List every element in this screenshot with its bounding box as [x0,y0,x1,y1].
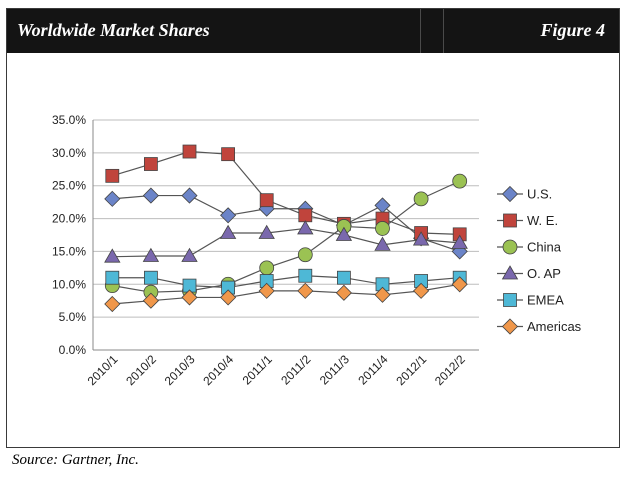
legend-marker [503,293,517,307]
series-line [112,283,460,305]
series-line [112,150,460,235]
legend-item: China [497,240,562,255]
data-point [142,292,159,309]
data-point [258,224,275,239]
data-point [259,260,275,276]
series-line [112,194,460,252]
data-point [374,286,391,303]
data-point [297,247,313,263]
data-point [451,234,468,249]
y-tick-label: 25.0% [52,179,86,193]
data-point [298,208,313,223]
x-tick-label: 2011/2 [278,352,313,387]
legend-label: O. AP [527,266,561,281]
legend-marker [503,213,517,228]
data-point [143,157,158,171]
legend-label: China [527,240,562,255]
legend-label: W. E. [527,213,558,228]
series-line [112,275,460,289]
data-point [105,270,120,285]
data-point [181,289,198,306]
legend-label: Americas [527,319,582,334]
data-point [451,276,468,293]
legend-item: EMEA [497,293,564,308]
data-point [259,193,274,208]
y-tick-label: 0.0% [59,343,87,357]
data-point [297,220,314,235]
data-point [104,295,121,313]
data-point [142,187,159,204]
series-w-e [105,144,467,242]
data-point [335,284,352,301]
y-tick-label: 5.0% [59,310,87,324]
figure-frame: Worldwide Market Shares Figure 4 0.0% 5.0… [6,8,620,448]
data-point [104,248,121,263]
data-point [143,270,158,285]
data-point [375,221,390,236]
series-americas [104,276,468,313]
legend-label: EMEA [527,293,564,308]
series-line [112,227,460,258]
data-point [335,226,353,241]
x-tick-label: 2011/3 [317,352,352,387]
data-point [142,247,160,262]
header-divider [443,9,444,53]
y-tick-label: 15.0% [52,244,86,258]
data-point [412,231,430,246]
x-tick-label: 2011/4 [355,352,390,387]
line-chart: 0.0% 5.0% 10.0% 15.0% 20.0% 25.0% 30.0% 35.0% 20… [52,113,582,388]
data-point [221,147,236,162]
y-tick-label: 10.0% [52,277,86,291]
legend-item: O. AP [497,265,561,281]
x-tick-label: 2012/2 [432,352,468,388]
x-tick-label: 2012/1 [393,352,429,388]
x-tick-label: 2010/2 [123,352,159,388]
x-tick-label: 2010/4 [200,352,236,388]
legend-item: U.S. [497,185,552,203]
data-point [374,236,391,251]
data-point [258,282,275,299]
x-tick-label: 2010/3 [162,352,198,388]
data-point [413,191,429,207]
data-point [104,190,121,207]
data-point [298,268,313,283]
legend-item: Americas [497,318,582,335]
series-china [104,173,468,300]
data-point [413,282,430,299]
data-point [105,168,120,183]
legend-marker [501,318,519,335]
header-divider [420,9,421,53]
series-line [112,180,460,293]
data-point [220,289,237,306]
y-tick-label: 20.0% [52,212,86,226]
y-tick-label: 35.0% [52,113,86,127]
data-point [220,207,237,224]
x-tick-label: 2010/1 [85,352,121,388]
legend-marker [501,185,519,203]
series-o-ap [104,220,468,263]
chart-area: 0.0% 5.0% 10.0% 15.0% 20.0% 25.0% 30.0% 35.0% 20… [7,53,619,447]
source-note: Source: Gartner, Inc. [12,452,139,468]
data-point [219,224,237,239]
data-point [452,173,468,189]
data-point [297,282,314,299]
legend-marker [502,239,518,255]
y-tick-label: 30.0% [52,146,86,160]
series-u-s [104,187,468,260]
legend-marker [501,265,519,280]
legend-label: U.S. [527,187,552,202]
data-point [181,187,198,204]
figure-header: Worldwide Market Shares Figure 4 [7,9,619,53]
data-point [181,247,198,262]
legend-item: W. E. [497,213,558,228]
figure-title: Worldwide Market Shares [17,20,210,40]
figure-number: Figure 4 [540,20,605,40]
data-point [336,270,351,285]
data-point [182,144,197,159]
x-tick-label: 2011/1 [240,352,275,387]
